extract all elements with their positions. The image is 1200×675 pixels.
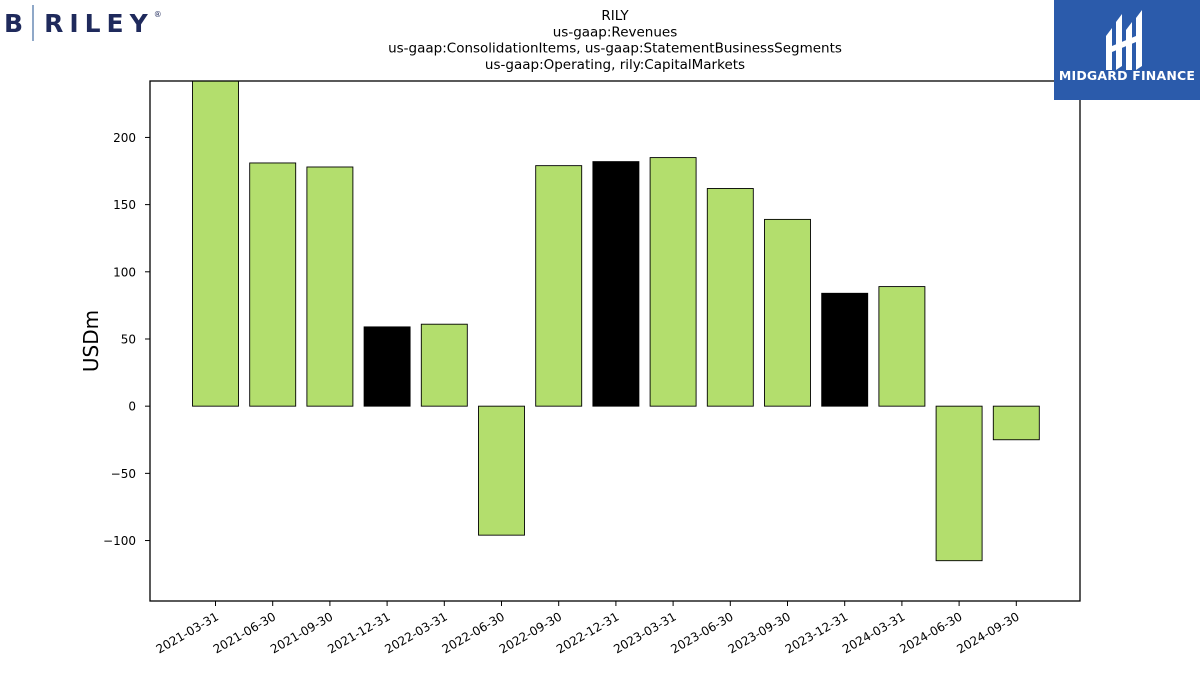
x-tick-label: 2024-06-30 xyxy=(897,609,964,656)
x-tick-label: 2022-03-31 xyxy=(382,609,449,656)
bar-2021-12-31 xyxy=(363,326,411,407)
riley-logo: B RILEY ® xyxy=(4,4,162,42)
x-tick-label: 2022-12-31 xyxy=(554,609,621,656)
x-tick-label: 2022-06-30 xyxy=(440,609,507,656)
bar-2023-09-30 xyxy=(764,218,811,407)
chart-title-line: us-gaap:Operating, rily:CapitalMarkets xyxy=(485,57,745,73)
bar-2022-03-31 xyxy=(420,323,468,407)
chart-title-line: us-gaap:Revenues xyxy=(553,24,678,40)
y-tick-label: −100 xyxy=(103,534,136,548)
plot-frame xyxy=(149,80,1081,602)
bar-series xyxy=(192,80,1040,562)
y-tick-label: −50 xyxy=(111,467,136,481)
y-tick-label: 200 xyxy=(113,131,136,145)
x-tick-label: 2021-09-30 xyxy=(268,609,335,656)
riley-logo-name: RILEY xyxy=(44,8,154,38)
y-tick-label: 0 xyxy=(128,400,136,414)
bar-2022-06-30 xyxy=(478,405,525,536)
bar-2021-06-30 xyxy=(249,162,297,407)
x-tick-label: 2023-09-30 xyxy=(726,609,793,656)
bar-2021-03-31 xyxy=(192,80,239,407)
x-tick-label: 2024-03-31 xyxy=(840,609,907,656)
bar-2023-06-30 xyxy=(706,188,754,407)
bar-2024-03-31 xyxy=(878,286,926,407)
chart-title: RILYus-gaap:Revenuesus-gaap:Consolidatio… xyxy=(388,8,842,73)
y-axis-ticks: −100 −50 0 50 100 150 200 xyxy=(103,131,150,548)
bar-2022-12-31 xyxy=(592,161,640,407)
midgard-finance-logo: MIDGARD FINANCE xyxy=(1054,0,1200,100)
chart-title-line: RILY xyxy=(601,8,629,24)
x-tick-label: 2023-06-30 xyxy=(668,609,735,656)
y-tick-label: 100 xyxy=(113,265,136,279)
x-tick-label: 2024-09-30 xyxy=(954,609,1021,656)
x-tick-label: 2023-12-31 xyxy=(783,609,850,656)
bar-2022-09-30 xyxy=(535,165,583,407)
bar-2024-06-30 xyxy=(935,405,983,562)
y-tick-label: 150 xyxy=(113,198,136,212)
riley-logo-registered-mark: ® xyxy=(153,10,162,19)
x-axis-ticks: 2021-03-312021-06-302021-09-302021-12-31… xyxy=(154,601,1022,656)
x-tick-label: 2022-09-30 xyxy=(497,609,564,656)
midgard-finance-mark-icon xyxy=(1106,10,1142,70)
midgard-finance-name: MIDGARD FINANCE xyxy=(1058,68,1196,83)
bar-2023-12-31 xyxy=(821,292,869,407)
bar-2024-09-30 xyxy=(992,405,1040,441)
y-axis-label: USDm xyxy=(79,310,103,372)
y-tick-label: 50 xyxy=(121,332,136,346)
riley-logo-divider xyxy=(32,5,35,41)
bar-2023-03-31 xyxy=(649,157,697,407)
x-tick-label: 2021-06-30 xyxy=(211,609,278,656)
bar-2021-09-30 xyxy=(306,166,354,407)
x-tick-label: 2021-12-31 xyxy=(325,609,392,656)
chart-title-line: us-gaap:ConsolidationItems, us-gaap:Stat… xyxy=(388,41,842,57)
x-tick-label: 2023-03-31 xyxy=(611,609,678,656)
x-tick-label: 2021-03-31 xyxy=(154,609,221,656)
riley-logo-initial: B xyxy=(4,8,25,38)
